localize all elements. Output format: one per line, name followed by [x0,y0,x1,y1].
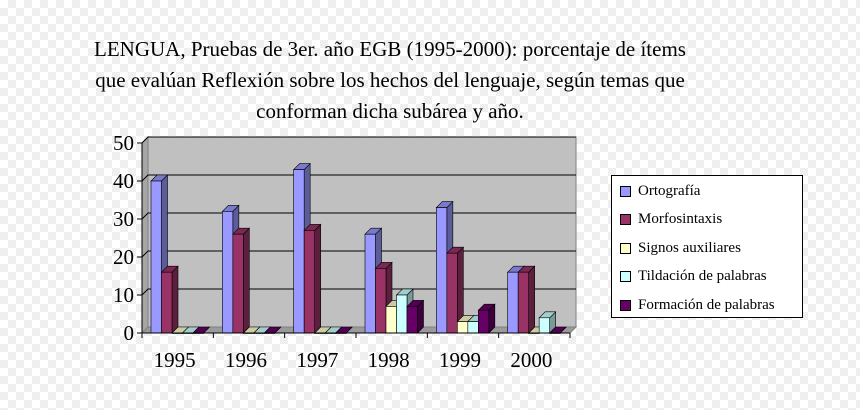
plot-back-wall [147,136,577,328]
bar [406,306,418,334]
legend-label: Ortografía [638,182,701,199]
y-tick-label: 0 [124,321,135,345]
gridline [141,250,576,258]
legend-swatch [620,214,631,226]
legend-label: Formación de palabras [638,296,775,313]
bar [436,207,448,334]
bar [538,317,550,334]
bar [375,268,387,334]
chart-title-line-2: que evalúan Reflexión sobre los hechos d… [95,68,685,92]
bar-side [171,265,179,334]
gridline [141,288,576,296]
y-tick-label: 50 [113,131,134,155]
bar-side [528,265,535,334]
bar [303,230,315,334]
bar [517,271,529,334]
gridline [141,212,576,220]
bar [364,233,376,334]
bar [396,294,408,334]
bar [232,233,244,334]
legend-item: Ortografía [620,179,700,203]
legend-label: Tildación de palabras [638,268,767,285]
bar [446,252,458,334]
bar [507,271,519,334]
y-tick-label: 10 [113,283,134,307]
bar [467,321,479,334]
gridline [141,136,576,144]
x-tick-label: 1999 [439,348,481,372]
legend-swatch [620,242,631,254]
legend-label: Morfosintaxis [638,211,723,228]
chart-title-line-3: conforman dicha subárea y año. [256,99,524,123]
chart-legend: Ortografía Morfosintaxis Signos auxiliares… [611,175,803,318]
chart-title: LENGUA, Pruebas de 3er. año EGB (1995-20… [30,34,750,127]
bar [161,271,173,334]
x-tick-label: 1996 [225,348,267,372]
bar-side [243,227,250,334]
x-tick-label: 1997 [296,348,338,372]
x-tick-label: 1998 [368,348,410,372]
y-tick-label: 30 [113,207,134,231]
bar [222,211,234,334]
legend-item: Tildación de palabras [620,265,767,289]
legend-swatch [620,185,631,197]
bar [385,306,397,334]
bar [478,309,490,334]
legend-item: Signos auxiliares [620,236,741,260]
x-tick-label: 1995 [154,348,196,372]
legend-item: Morfosintaxis [620,208,722,232]
bar [293,169,305,334]
x-tick-label: 2000 [510,348,552,372]
legend-label: Signos auxiliares [638,239,741,256]
y-tick-label: 40 [113,169,134,193]
plot-side-wall [141,135,149,335]
gridline [141,174,576,182]
bar-side [314,223,321,334]
legend-swatch [620,299,631,311]
bar [457,321,469,334]
y-tick-label: 20 [113,245,134,269]
legend-item: Formación de palabras [620,293,775,317]
bar [150,180,162,334]
chart-title-line-1: LENGUA, Pruebas de 3er. año EGB (1995-20… [94,37,686,61]
legend-swatch [620,271,631,283]
